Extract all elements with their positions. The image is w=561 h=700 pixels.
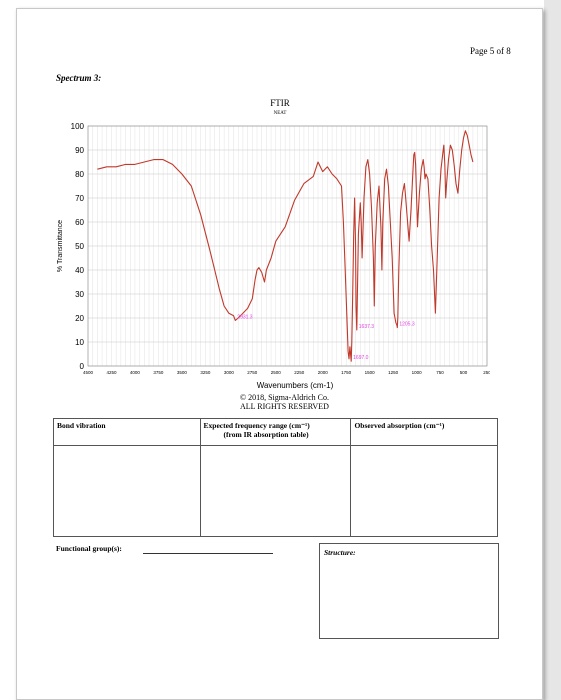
x-tick-label: 2750 <box>247 370 258 375</box>
peak-label: 1205.3 <box>399 322 415 328</box>
chart-title: FTIR <box>270 98 290 108</box>
x-tick-label: 3000 <box>224 370 235 375</box>
copyright-line-1: © 2018, Sigma-Aldrich Co. <box>240 393 329 402</box>
table-header-row: Bond vibration Expected frequency range … <box>53 418 498 446</box>
y-tick-label: 0 <box>80 362 85 371</box>
y-tick-label: 80 <box>75 170 84 179</box>
page-number: Page 5 of 8 <box>470 46 511 56</box>
x-tick-label: 2500 <box>271 370 282 375</box>
x-tick-label: 750 <box>436 370 444 375</box>
answer-table: Bond vibration Expected frequency range … <box>53 418 498 537</box>
y-tick-label: 70 <box>75 194 84 203</box>
plot-frame <box>87 125 488 367</box>
copyright-notice: © 2018, Sigma-Aldrich Co. ALL RIGHTS RES… <box>240 393 329 411</box>
y-axis-label: % Transmittance <box>57 220 64 272</box>
x-tick-label: 1500 <box>365 370 376 375</box>
y-tick-label: 40 <box>75 266 84 275</box>
observed-absorption-header: Observed absorption (cm⁻¹) <box>350 418 498 446</box>
y-tick-label: 60 <box>75 218 84 227</box>
x-tick-label: 1000 <box>412 370 423 375</box>
x-tick-label: 2250 <box>294 370 305 375</box>
spectrum-title: Spectrum 3: <box>56 73 102 83</box>
x-tick-label: 3250 <box>200 370 211 375</box>
x-tick-label: 1250 <box>388 370 399 375</box>
observed-absorption-cell[interactable] <box>350 445 498 537</box>
x-tick-label: 500 <box>460 370 468 375</box>
bond-vibration-header: Bond vibration <box>53 418 201 446</box>
ftir-chart: FTIR NEAT 0 10 20 30 40 50 60 70 80 90 100 4500 4250 40… <box>57 98 490 390</box>
x-tick-label: 250 <box>483 370 490 375</box>
functional-group-label: Functional group(s): <box>56 544 122 553</box>
y-tick-label: 30 <box>75 290 84 299</box>
chart-subtitle: NEAT <box>274 111 287 116</box>
y-tick-label: 50 <box>75 242 84 251</box>
spectrum-line <box>97 130 474 362</box>
expected-range-title: Expected frequency range (cm⁻¹) <box>203 421 310 430</box>
y-tick-label: 10 <box>75 338 84 347</box>
peak-label: 2931.3 <box>237 314 253 320</box>
x-tick-label: 2000 <box>318 370 329 375</box>
x-axis-label: Wavenumbers (cm-1) <box>257 381 334 390</box>
structure-label: Structure: <box>324 548 356 557</box>
structure-box[interactable]: Structure: <box>319 543 499 639</box>
x-tick-label: 4250 <box>106 370 117 375</box>
x-tick-label: 4500 <box>83 370 94 375</box>
x-tick-label: 3500 <box>177 370 188 375</box>
table-row <box>53 445 498 537</box>
x-tick-label: 3750 <box>153 370 164 375</box>
expected-range-subtitle: (from IR absorption table) <box>223 430 309 439</box>
expected-range-cell[interactable] <box>199 445 352 537</box>
copyright-line-2: ALL RIGHTS RESERVED <box>240 402 329 411</box>
y-tick-label: 20 <box>75 314 84 323</box>
document-page <box>16 8 543 700</box>
x-tick-label: 4000 <box>130 370 141 375</box>
y-tick-label: 100 <box>71 122 85 131</box>
x-tick-label: 1750 <box>341 370 352 375</box>
functional-group-answer-line[interactable] <box>143 553 273 554</box>
bond-vibration-cell[interactable] <box>53 445 201 537</box>
expected-range-header: Expected frequency range (cm⁻¹) (from IR… <box>199 418 352 446</box>
peak-label: 1637.3 <box>359 324 375 330</box>
peak-label: 1697.0 <box>353 355 369 361</box>
viewer-background <box>544 0 561 700</box>
y-tick-label: 90 <box>75 146 84 155</box>
